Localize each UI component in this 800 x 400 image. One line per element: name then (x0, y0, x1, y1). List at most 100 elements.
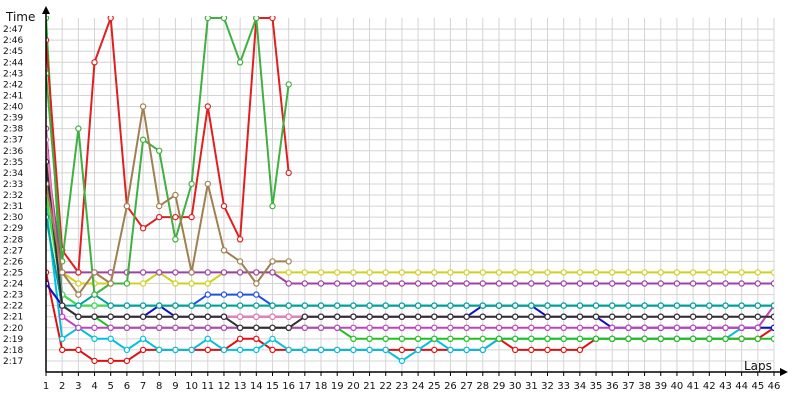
data-point (317, 313, 325, 320)
data-point (592, 269, 600, 276)
data-point (317, 269, 325, 276)
data-point (657, 269, 665, 276)
data-point (544, 269, 551, 276)
y-tick-label: 2:31 (3, 202, 23, 212)
data-point (657, 324, 665, 331)
data-point (722, 269, 729, 276)
y-tick-label: 2:29 (3, 224, 23, 234)
data-point (269, 258, 276, 265)
data-point (107, 16, 114, 22)
data-point (123, 202, 131, 210)
y-tick-label: 2:19 (3, 335, 23, 345)
x-tick-labels: 1 2 3 4 5 6 7 8 9 10 11 12 13 14 15 16 17 18 19 20 21 22 23 24 2… (43, 381, 781, 392)
y-tick-label: 2:22 (3, 302, 23, 312)
x-tick-label: 6 (124, 381, 130, 392)
data-point (544, 335, 551, 342)
x-tick-label: 11 (201, 381, 214, 392)
data-point (625, 324, 632, 331)
data-point (139, 324, 147, 331)
data-point (609, 280, 616, 287)
data-point (754, 324, 762, 331)
data-point (609, 302, 616, 309)
data-point (139, 335, 147, 342)
data-point (269, 302, 276, 309)
data-point (560, 269, 567, 276)
data-point (155, 147, 163, 154)
data-point (366, 280, 373, 287)
data-point (431, 324, 438, 331)
y-tick-label: 2:41 (3, 91, 23, 101)
data-point (301, 269, 308, 276)
data-point (431, 269, 438, 276)
data-point (463, 335, 470, 342)
y-tick-label: 2:23 (3, 291, 23, 301)
data-point (204, 180, 211, 188)
data-point (512, 346, 519, 354)
x-tick-label: 26 (444, 381, 457, 392)
data-point (512, 313, 519, 320)
x-tick-label: 19 (331, 381, 344, 392)
data-point (172, 313, 179, 320)
x-axis-title: Laps (744, 359, 772, 373)
data-point (463, 346, 470, 354)
data-point (75, 324, 82, 331)
data-point (398, 313, 406, 320)
x-tick-label: 14 (250, 381, 263, 392)
data-point (139, 313, 147, 320)
data-point (75, 280, 82, 287)
series-line (46, 105, 289, 296)
x-axis-arrow (780, 368, 788, 376)
data-point (220, 269, 228, 276)
x-tick-label: 30 (509, 381, 522, 392)
data-point (463, 313, 470, 320)
data-point (398, 280, 406, 287)
y-tick-label: 2:20 (3, 324, 23, 334)
data-point (738, 313, 745, 320)
data-point (770, 313, 774, 320)
series-line (46, 17, 290, 274)
data-point (754, 302, 762, 309)
data-point (350, 335, 357, 342)
data-point (431, 346, 438, 354)
series-line (46, 128, 774, 329)
x-tick-label: 21 (363, 381, 376, 392)
data-point (706, 313, 713, 320)
data-point (155, 302, 163, 309)
y-axis-arrow (42, 6, 50, 14)
data-point (431, 335, 438, 342)
data-point (253, 313, 260, 320)
data-point (123, 346, 131, 354)
x-tick-label: 10 (185, 381, 198, 392)
data-point (301, 324, 308, 331)
y-tick-label: 2:21 (3, 313, 23, 323)
data-point (754, 313, 762, 320)
data-point (722, 302, 729, 309)
series-line (46, 183, 774, 285)
data-point (350, 269, 357, 276)
data-point (301, 313, 308, 320)
series-11 (46, 158, 774, 331)
data-point (285, 169, 292, 177)
data-point (447, 313, 454, 320)
data-point (91, 357, 98, 365)
data-point (414, 313, 422, 320)
data-point (414, 324, 422, 331)
data-point (285, 313, 292, 320)
data-point (382, 280, 389, 287)
data-point (188, 180, 195, 188)
x-tick-label: 15 (266, 381, 279, 392)
data-point (414, 346, 422, 354)
x-tick-label: 2 (59, 381, 65, 392)
data-point (155, 324, 163, 331)
data-point (641, 335, 648, 342)
data-point (350, 313, 357, 320)
data-point (528, 335, 535, 342)
data-point (139, 224, 147, 232)
x-tick-label: 32 (541, 381, 554, 392)
data-point (91, 302, 98, 309)
data-point (398, 346, 406, 354)
y-tick-label: 2:39 (3, 114, 23, 124)
data-point (236, 313, 244, 320)
y-tick-label: 2:35 (3, 158, 23, 168)
x-tick-label: 44 (735, 381, 748, 392)
